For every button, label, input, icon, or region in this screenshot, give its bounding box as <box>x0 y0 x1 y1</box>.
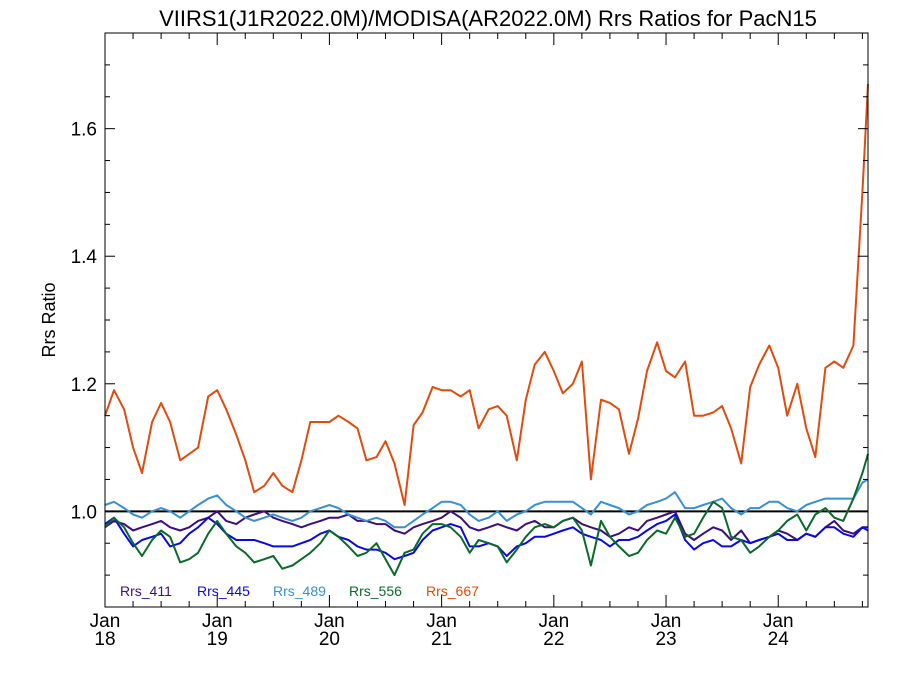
legend: Rrs_411 Rrs_445 Rrs_489 Rrs_556 Rrs_667 <box>120 583 479 599</box>
x-tick-year-label: 24 <box>768 629 790 650</box>
x-tick-month-label: Jan <box>426 611 457 632</box>
x-tick-year-label: 18 <box>94 629 115 650</box>
legend-label-rrs-556: Rrs_556 <box>349 583 402 599</box>
x-tick-year-label: 22 <box>543 629 564 650</box>
series-line-rrs-667 <box>104 83 869 506</box>
series-line-rrs-489 <box>104 478 869 529</box>
legend-label-rrs-489: Rrs_489 <box>273 583 326 599</box>
y-tick-label: 1.0 <box>71 502 97 523</box>
series-layer <box>104 83 869 577</box>
x-tick-year-label: 23 <box>655 629 676 650</box>
legend-label-rrs-445: Rrs_445 <box>197 583 250 599</box>
y-tick-label: 1.2 <box>71 375 97 396</box>
x-tick-year-label: 21 <box>431 629 452 650</box>
x-tick-month-label: Jan <box>539 611 570 632</box>
axis-ticks: 1.01.21.41.6Jan18Jan19Jan20Jan21Jan22Jan… <box>71 32 868 650</box>
y-axis-label: Rrs Ratio <box>39 282 59 357</box>
x-tick-month-label: Jan <box>651 611 682 632</box>
y-tick-label: 1.6 <box>71 120 97 141</box>
y-tick-label: 1.4 <box>71 247 98 268</box>
series-line-rrs-445 <box>104 513 869 561</box>
x-tick-month-label: Jan <box>314 611 345 632</box>
legend-label-rrs-411: Rrs_411 <box>120 583 172 599</box>
chart-title: VIIRS1(J1R2022.0M)/MODISA(AR2022.0M) Rrs… <box>159 6 817 31</box>
x-tick-year-label: 19 <box>207 629 228 650</box>
x-tick-year-label: 20 <box>319 629 340 650</box>
legend-label-rrs-667: Rrs_667 <box>426 583 479 599</box>
series-line-rrs-411 <box>104 510 868 545</box>
x-tick-month-label: Jan <box>202 611 233 632</box>
plot-frame <box>104 32 869 608</box>
x-tick-month-label: Jan <box>90 611 121 632</box>
x-tick-month-label: Jan <box>763 611 794 632</box>
series-line-rrs-556 <box>104 453 869 577</box>
